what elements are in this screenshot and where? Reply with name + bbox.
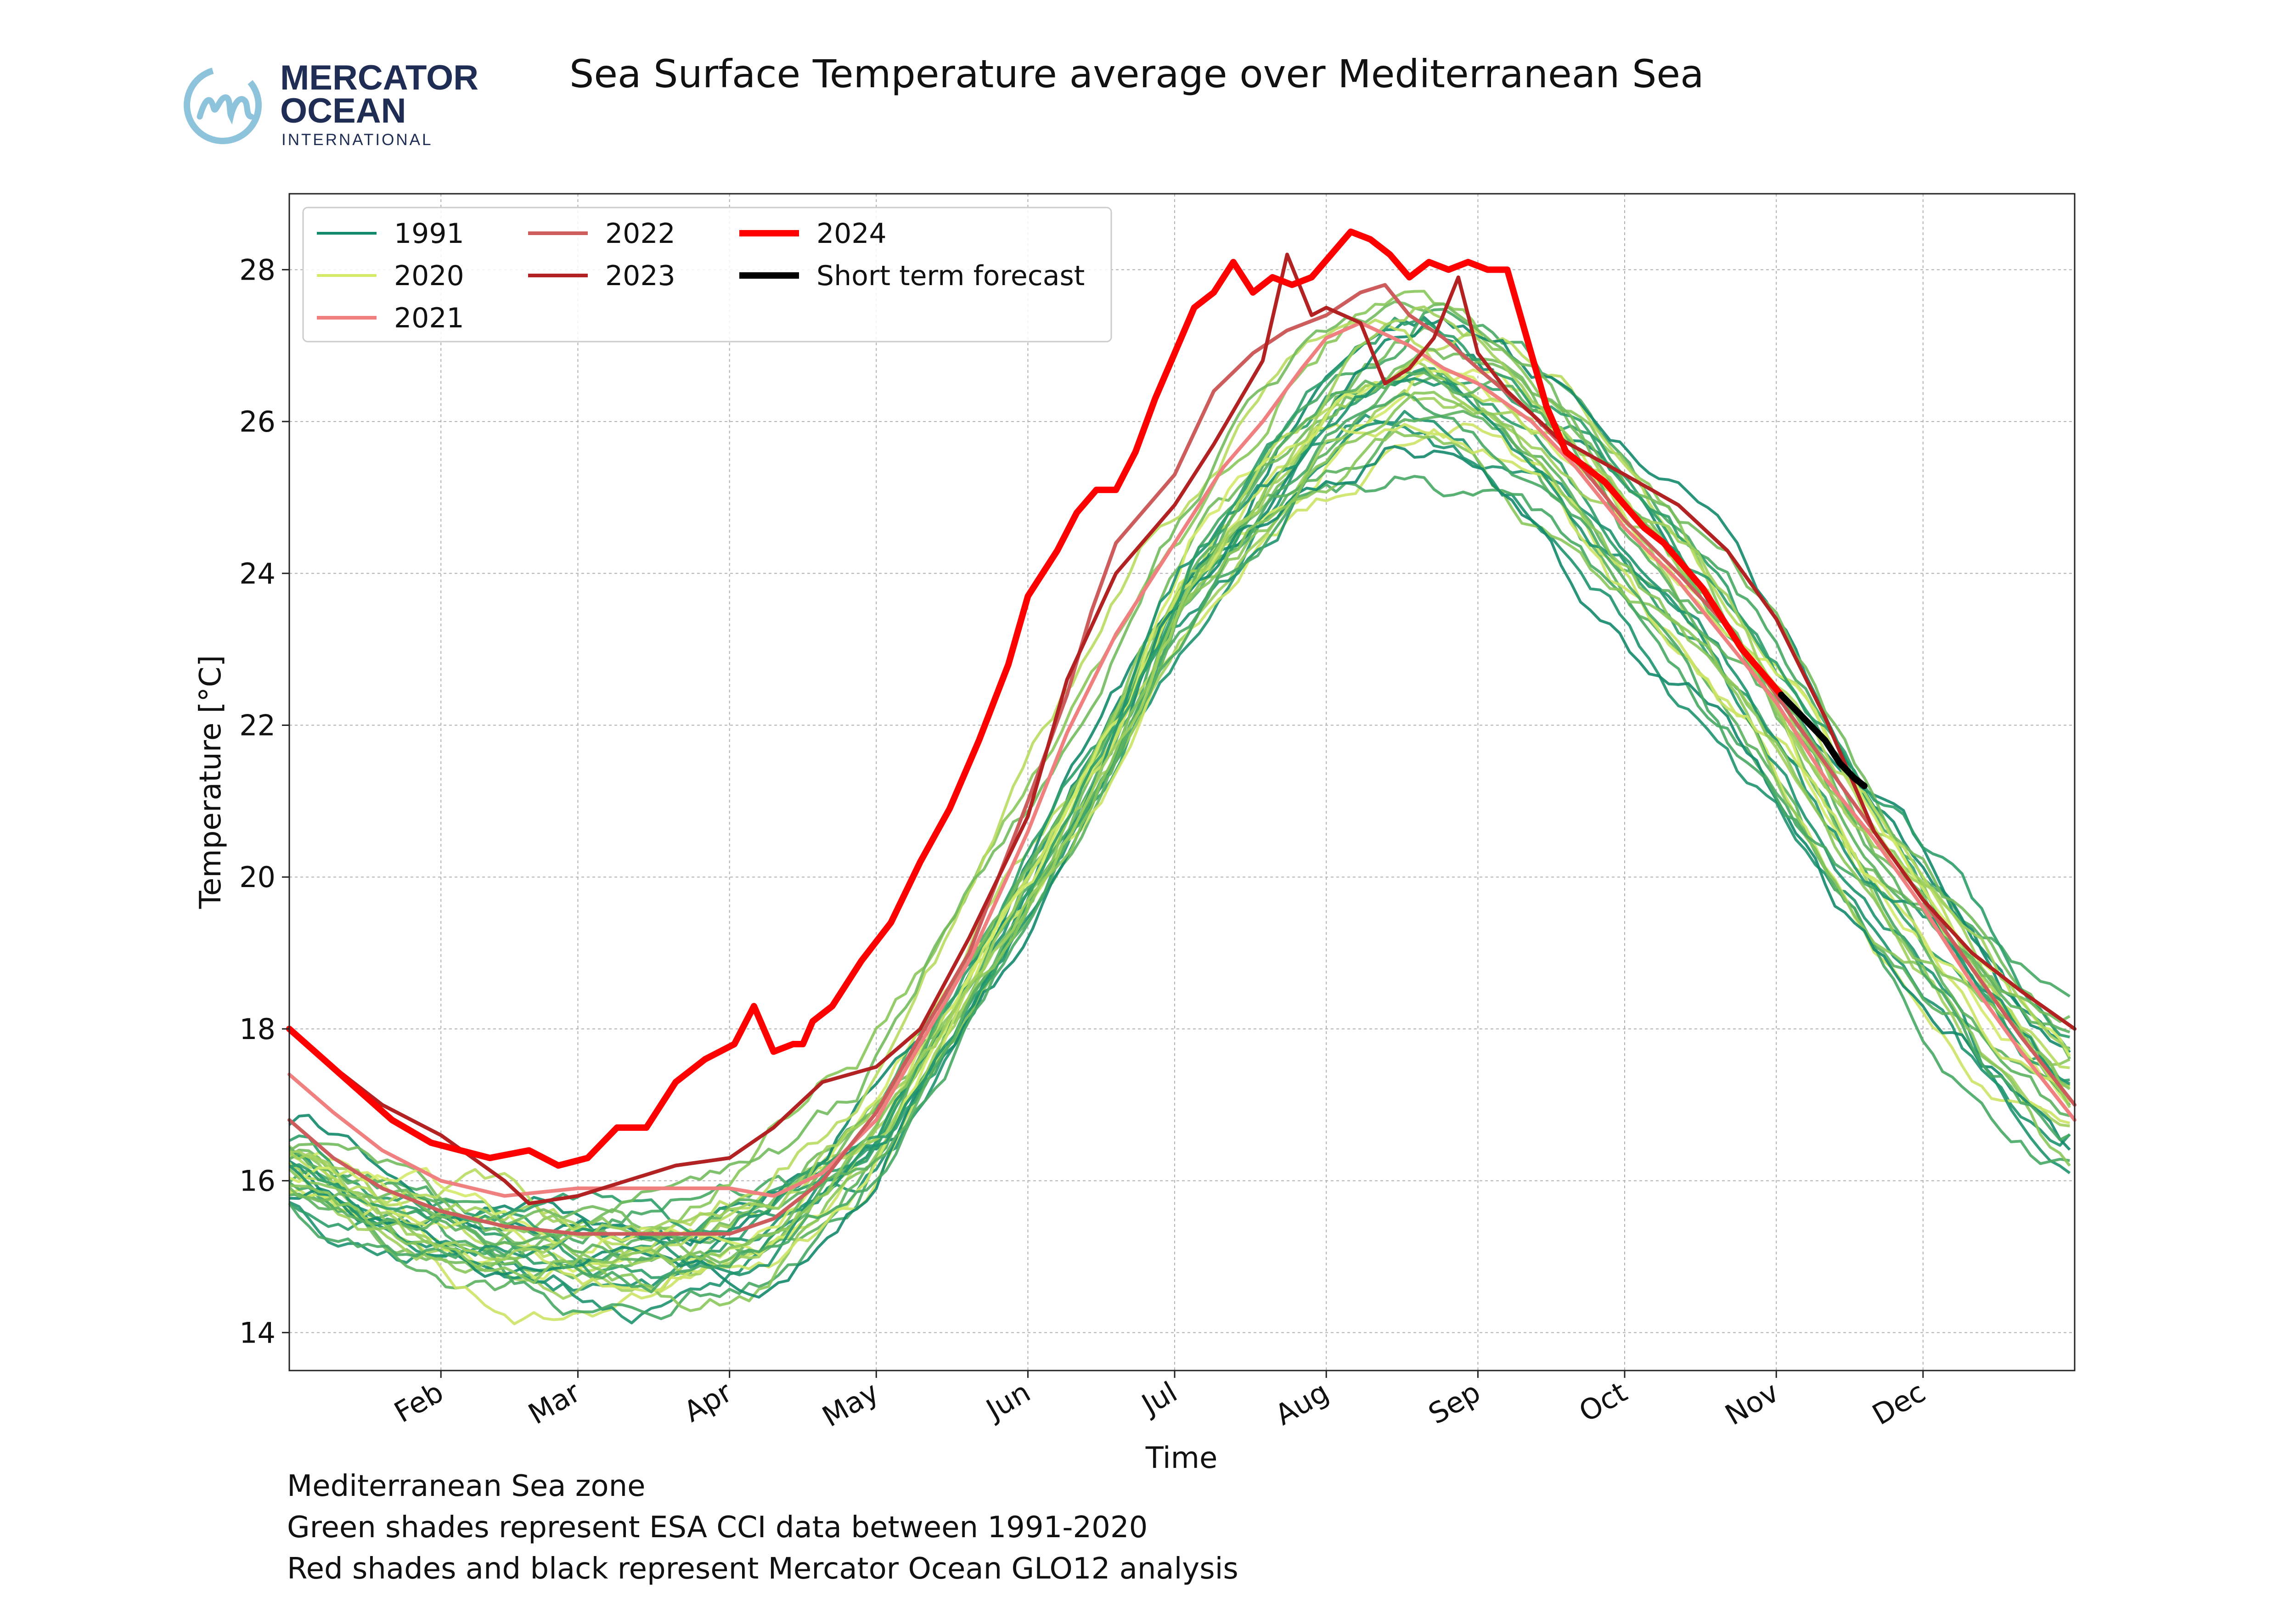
- climatology-line: [288, 413, 2071, 1292]
- plot-frame: [288, 193, 2076, 1371]
- logo-wave-icon: [184, 66, 262, 144]
- y-axis-label: Temperature [°C]: [194, 655, 228, 909]
- climatology-lines: [288, 290, 2071, 1326]
- chart-title: Sea Surface Temperature average over Med…: [569, 51, 1704, 96]
- y-tick-label: 14: [239, 1316, 276, 1349]
- y-tick-label: 26: [239, 405, 276, 438]
- legend-label: 2023: [605, 260, 675, 292]
- x-tick-label: Mar: [523, 1375, 586, 1431]
- legend-label: 1991: [394, 218, 464, 250]
- y-tick-label: 18: [239, 1012, 276, 1046]
- climatology-line: [288, 377, 2071, 1276]
- climatology-line: [288, 327, 2070, 1273]
- y-tick-label: 24: [239, 557, 276, 590]
- logo-text-mercator: MERCATOR: [280, 58, 479, 97]
- legend-label: 2024: [816, 218, 887, 250]
- legend-label: 2020: [394, 260, 464, 292]
- x-tick-label: May: [816, 1375, 884, 1433]
- climatology-line: [288, 308, 2071, 1245]
- climatology-line: [288, 389, 2070, 1300]
- climatology-line: [288, 392, 2071, 1293]
- climatology-line: [288, 357, 2071, 1256]
- logo-text-ocean: OCEAN: [280, 91, 406, 130]
- x-tick-label: Dec: [1867, 1375, 1931, 1432]
- caption-zone: Mediterranean Sea zone: [287, 1469, 646, 1503]
- x-tick-label: Apr: [678, 1375, 738, 1429]
- caption-red-shades: Red shades and black represent Mercator …: [287, 1552, 1238, 1586]
- climatology-line: [289, 370, 2071, 1261]
- climatology-line: [288, 429, 2071, 1312]
- series-line-2024: [286, 228, 1784, 1169]
- climatology-line: [288, 367, 2070, 1267]
- y-tick-label: 16: [239, 1164, 276, 1198]
- caption-green-shades: Green shades represent ESA CCI data betw…: [287, 1511, 1148, 1545]
- y-tick-label: 22: [239, 708, 276, 742]
- climatology-line: [289, 391, 2071, 1284]
- x-tick-label: Feb: [388, 1375, 449, 1429]
- y-tick-label: 20: [239, 860, 276, 894]
- x-tick-label: Sep: [1423, 1375, 1486, 1431]
- climatology-line: [288, 410, 2071, 1325]
- legend-label: 2021: [394, 302, 464, 334]
- x-tick-label: Jul: [1135, 1375, 1183, 1422]
- climatology-line: [288, 475, 2070, 1320]
- logo-text-international: INTERNATIONAL: [281, 131, 433, 149]
- legend: 1991 2020 2021 2022 2023 2024 Short term forec…: [302, 207, 1112, 343]
- x-axis-label: Time: [1145, 1441, 1218, 1475]
- climatology-line: [288, 326, 2071, 1272]
- y-tick-label: 28: [239, 253, 276, 287]
- series-line-short-term-forecast: [1778, 691, 1868, 789]
- highlight-series: [286, 228, 2077, 1236]
- legend-label: 2022: [605, 218, 675, 250]
- series-line-2023: [287, 253, 2077, 1206]
- climatology-line: [288, 347, 2071, 1264]
- climatology-line: [289, 316, 2070, 1234]
- x-tick-label: Nov: [1719, 1375, 1784, 1432]
- x-tick-label: Aug: [1269, 1375, 1334, 1432]
- mercator-logo: MERCATOR OCEAN INTERNATIONAL: [181, 55, 479, 161]
- series-line-2021: [287, 321, 2077, 1198]
- x-tick-label: Oct: [1573, 1375, 1632, 1429]
- x-tick-label: Jun: [979, 1375, 1036, 1427]
- legend-label: Short term forecast: [816, 260, 1085, 292]
- legend-box: [302, 207, 1112, 343]
